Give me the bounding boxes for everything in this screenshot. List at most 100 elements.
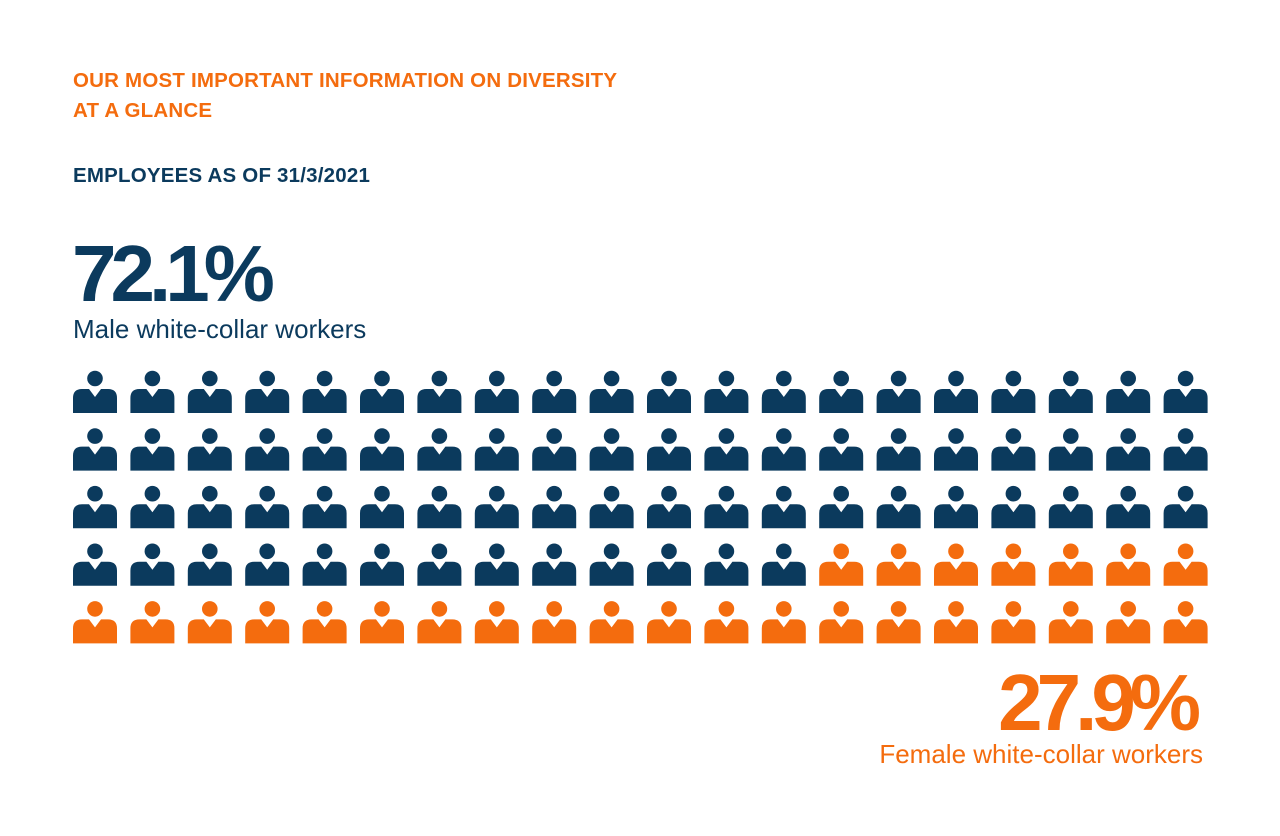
female-person-icon	[245, 601, 290, 644]
male-person-icon	[1106, 370, 1151, 413]
female-person-icon	[187, 601, 232, 644]
female-person-icon	[1163, 543, 1208, 586]
female-person-icon	[819, 601, 864, 644]
male-person-icon	[647, 485, 691, 529]
male-person-icon	[1048, 370, 1093, 413]
female-person-icon	[991, 543, 1036, 586]
male-person-icon	[130, 543, 175, 586]
female-person-icon	[934, 601, 978, 644]
male-person-icon	[1163, 428, 1208, 471]
female-person-icon	[876, 601, 921, 644]
male-person-icon	[245, 370, 290, 413]
male-person-icon	[1106, 428, 1151, 471]
male-person-icon	[130, 370, 175, 413]
female-person-icon	[474, 601, 519, 644]
male-person-icon	[1048, 428, 1093, 471]
male-person-icon	[934, 485, 978, 529]
male-person-icon	[1048, 485, 1093, 529]
male-person-icon	[73, 543, 117, 586]
male-person-icon	[302, 370, 347, 413]
male-person-icon	[245, 543, 290, 586]
male-person-icon	[187, 428, 232, 471]
female-person-icon	[704, 601, 749, 644]
male-person-icon	[876, 428, 921, 471]
male-person-icon	[761, 543, 806, 586]
male-person-icon	[819, 370, 864, 413]
male-person-icon	[360, 543, 404, 586]
page-title: OUR MOST IMPORTANT INFORMATION ON DIVERS…	[73, 69, 617, 122]
female-person-icon	[819, 543, 864, 586]
female-person-icon	[1106, 543, 1151, 586]
female-person-icon	[302, 601, 347, 644]
male-person-icon	[360, 428, 404, 471]
male-person-icon	[245, 428, 290, 471]
male-person-icon	[876, 485, 921, 529]
male-person-icon	[187, 370, 232, 413]
male-person-icon	[187, 543, 232, 586]
female-person-icon	[130, 601, 175, 644]
male-person-icon	[761, 485, 806, 529]
male-person-icon	[532, 543, 577, 586]
female-person-icon	[360, 601, 404, 644]
male-person-icon	[73, 485, 117, 529]
male-person-icon	[761, 370, 806, 413]
female-person-icon	[934, 543, 978, 586]
male-person-icon	[474, 370, 519, 413]
male-person-icon	[704, 370, 749, 413]
male-person-icon	[589, 485, 634, 529]
male-person-icon	[934, 428, 978, 471]
male-person-icon	[417, 485, 462, 529]
male-person-icon	[647, 428, 691, 471]
male-person-icon	[532, 370, 577, 413]
female-person-icon	[647, 601, 691, 644]
male-person-icon	[130, 428, 175, 471]
male-person-icon	[1163, 485, 1208, 529]
male-person-icon	[647, 370, 691, 413]
female-caption: Female white-collar workers	[879, 739, 1203, 769]
male-person-icon	[819, 485, 864, 529]
male-person-icon	[991, 370, 1036, 413]
chart-subtitle: EMPLOYEES AS OF 31/3/2021	[73, 164, 371, 187]
male-person-icon	[1163, 370, 1208, 413]
female-person-icon	[417, 601, 462, 644]
male-percentage: 72.1%	[72, 229, 275, 318]
male-person-icon	[589, 370, 634, 413]
male-person-icon	[761, 428, 806, 471]
male-person-icon	[417, 543, 462, 586]
male-person-icon	[130, 485, 175, 529]
male-person-icon	[417, 370, 462, 413]
male-caption: Male white-collar workers	[73, 314, 367, 344]
male-person-icon	[532, 428, 577, 471]
male-person-icon	[245, 485, 290, 529]
male-person-icon	[360, 370, 404, 413]
male-person-icon	[302, 485, 347, 529]
male-person-icon	[187, 485, 232, 529]
female-person-icon	[1106, 601, 1151, 644]
female-person-icon	[73, 601, 117, 644]
female-person-icon	[991, 601, 1036, 644]
male-person-icon	[589, 428, 634, 471]
female-person-icon	[1048, 543, 1093, 586]
female-person-icon	[761, 601, 806, 644]
female-person-icon	[1163, 601, 1208, 644]
female-person-icon	[876, 543, 921, 586]
male-person-icon	[417, 428, 462, 471]
female-person-icon	[532, 601, 577, 644]
female-person-icon	[1048, 601, 1093, 644]
male-person-icon	[474, 428, 519, 471]
male-person-icon	[704, 543, 749, 586]
male-person-icon	[704, 485, 749, 529]
male-person-icon	[704, 428, 749, 471]
female-person-icon	[589, 601, 634, 644]
male-person-icon	[474, 543, 519, 586]
male-person-icon	[73, 370, 117, 413]
male-person-icon	[934, 370, 978, 413]
male-person-icon	[1106, 485, 1151, 529]
male-person-icon	[991, 485, 1036, 529]
male-person-icon	[532, 485, 577, 529]
male-person-icon	[474, 485, 519, 529]
male-person-icon	[302, 428, 347, 471]
male-person-icon	[589, 543, 634, 586]
male-person-icon	[819, 428, 864, 471]
male-person-icon	[876, 370, 921, 413]
